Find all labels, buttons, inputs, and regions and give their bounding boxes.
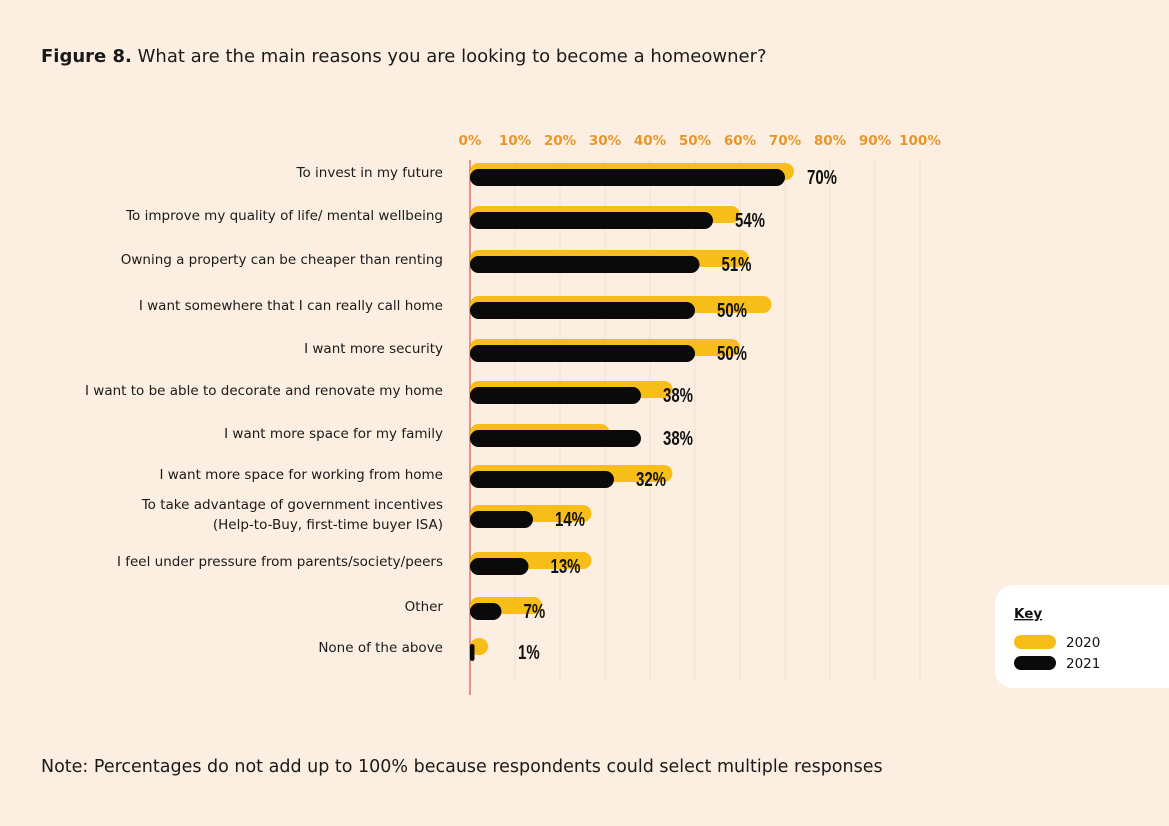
x-tick-label: 10% [499, 133, 532, 149]
legend-title: Key [1014, 606, 1042, 622]
value-label: 50% [717, 342, 747, 365]
value-label: 70% [807, 166, 837, 189]
legend-swatch [1014, 656, 1056, 670]
bar [470, 644, 475, 661]
value-label: 54% [735, 209, 765, 232]
bar [470, 212, 713, 229]
x-tick-label: 0% [459, 133, 482, 149]
bar [470, 511, 533, 528]
category-label: To invest in my future [296, 165, 443, 181]
x-tick-label: 90% [859, 133, 892, 149]
value-label: 38% [663, 384, 693, 407]
category-label: I want somewhere that I can really call … [138, 298, 443, 314]
value-label: 7% [524, 600, 546, 623]
title-block: Figure 8. What are the main reasons you … [41, 46, 767, 67]
x-tick-label: 40% [634, 133, 667, 149]
legend-label: 2020 [1066, 635, 1100, 651]
x-tick-label: 70% [769, 133, 802, 149]
value-label: 32% [636, 468, 666, 491]
bar [470, 387, 641, 404]
legend-label: 2021 [1066, 656, 1100, 672]
x-tick-label: 20% [544, 133, 577, 149]
category-label: I want to be able to decorate and renova… [85, 383, 443, 399]
category-label: To improve my quality of life/ mental we… [126, 208, 443, 224]
bar [470, 558, 529, 575]
note: Note: Percentages do not add up to 100% … [41, 757, 883, 777]
legend-swatch [1014, 635, 1056, 649]
category-label: I feel under pressure from parents/socie… [116, 554, 443, 570]
x-tick-label: 100% [899, 133, 941, 149]
category-label: None of the above [318, 640, 443, 656]
bar [470, 471, 614, 488]
category-label: Other [404, 599, 443, 615]
bar [470, 603, 502, 620]
bar [470, 430, 641, 447]
x-tick-label: 30% [589, 133, 622, 149]
figure-label: Figure 8. [41, 46, 132, 67]
value-label: 14% [555, 508, 585, 531]
x-tick-label: 60% [724, 133, 757, 149]
bar [470, 256, 700, 273]
x-tick-label: 80% [814, 133, 847, 149]
value-label: 1% [518, 641, 540, 664]
value-label: 38% [663, 427, 693, 450]
chart-title: What are the main reasons you are lookin… [137, 46, 767, 67]
value-label: 51% [722, 253, 752, 276]
bar [470, 302, 695, 319]
value-label: 13% [551, 555, 581, 578]
category-label: To take advantage of government incentiv… [141, 497, 443, 533]
category-label: I want more space for my family [224, 426, 443, 442]
category-label: Owning a property can be cheaper than re… [120, 252, 443, 268]
category-label: I want more security [304, 341, 443, 357]
value-label: 50% [717, 299, 747, 322]
category-label: I want more space for working from home [159, 467, 443, 483]
bar [470, 169, 785, 186]
bar [470, 345, 695, 362]
x-tick-label: 50% [679, 133, 712, 149]
